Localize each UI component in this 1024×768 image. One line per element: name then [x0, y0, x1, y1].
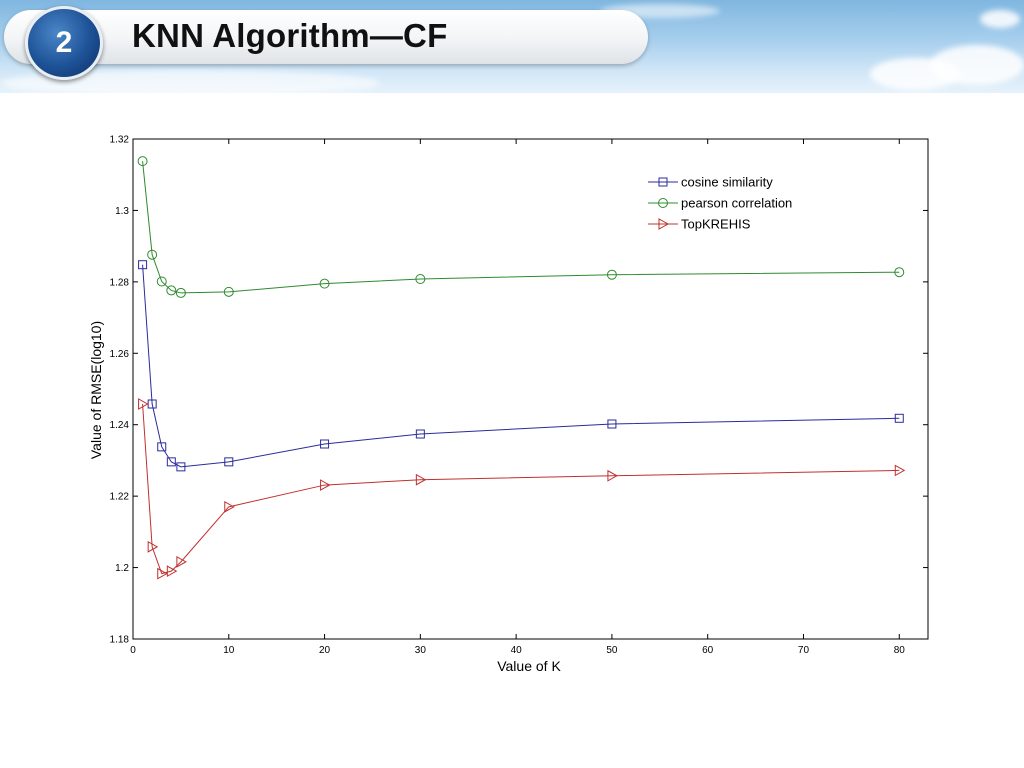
data-point-marker: [138, 260, 148, 270]
data-point-marker: [415, 473, 427, 486]
data-point-marker: [157, 442, 167, 452]
data-point-marker: [320, 479, 331, 491]
legend-marker: [658, 198, 668, 208]
data-point-marker: [320, 439, 330, 449]
x-tick-label: 80: [894, 645, 906, 656]
data-point-marker: [156, 276, 167, 287]
x-tick-label: 20: [319, 645, 331, 656]
data-point-marker: [224, 501, 235, 513]
data-point-marker: [607, 419, 617, 429]
data-point-marker: [224, 457, 234, 467]
cloud-decoration: [0, 70, 380, 93]
slide-number-badge: 2: [25, 6, 103, 80]
data-point-marker: [166, 457, 176, 467]
cloud-decoration: [980, 10, 1020, 28]
legend-marker: [658, 177, 668, 187]
x-axis-label: Value of K: [497, 658, 561, 674]
data-point-marker: [147, 541, 159, 553]
x-tick-label: 10: [223, 645, 235, 656]
data-point-marker: [894, 267, 905, 278]
data-point-marker: [607, 469, 618, 482]
data-point-marker: [157, 567, 168, 580]
series-line-1: [142, 161, 900, 294]
legend-label: cosine similarity: [681, 175, 773, 190]
series-line-2: [142, 403, 900, 575]
legend-box: [628, 168, 820, 234]
data-point-marker: [137, 156, 148, 167]
data-point-marker: [894, 413, 904, 423]
data-point-marker: [147, 249, 158, 260]
y-axis-label: Value of RMSE(log10): [88, 321, 104, 459]
x-tick-label: 70: [798, 645, 810, 656]
data-point-marker: [606, 269, 617, 280]
y-tick-label: 1.24: [110, 420, 130, 431]
data-point-marker: [415, 274, 426, 284]
data-point-marker: [175, 287, 186, 298]
y-tick-label: 1.18: [110, 635, 130, 646]
header-banner: 2 KNN Algorithm—CF: [0, 0, 1024, 93]
series-layer: [137, 156, 906, 580]
y-tick-label: 1.28: [110, 277, 130, 288]
data-point-marker: [176, 462, 186, 472]
legend-label: TopKREHIS: [681, 217, 751, 232]
y-tick-label: 1.26: [110, 349, 130, 360]
data-point-marker: [166, 565, 178, 577]
x-axis-ticks: 0 10 20 30 40 50 60 70 80: [130, 139, 905, 656]
y-tick-label: 1.2: [115, 563, 129, 574]
data-point-marker: [415, 429, 425, 439]
rmse-line-chart: 1.18 1.2 1.22 1.24 1.26 1.28 1.3 1.32 0 10 20 30 40…: [88, 135, 929, 674]
y-tick-label: 1.3: [115, 206, 129, 217]
data-point-marker: [319, 278, 330, 289]
data-point-marker: [223, 286, 234, 297]
data-point-marker: [894, 464, 906, 477]
series-line-0: [142, 264, 900, 468]
legend-label: pearson correlation: [681, 196, 792, 211]
data-point-marker: [166, 285, 177, 296]
legend: cosine similarity pearson correlation TopK…: [628, 168, 820, 234]
x-tick-label: 30: [415, 645, 427, 656]
data-point-marker: [138, 398, 149, 410]
page-title: KNN Algorithm—CF: [132, 17, 448, 54]
legend-marker: [658, 218, 670, 230]
x-tick-label: 40: [511, 645, 523, 656]
y-tick-label: 1.22: [110, 492, 130, 503]
y-axis-ticks: 1.18 1.2 1.22 1.24 1.26 1.28 1.3 1.32: [110, 135, 928, 646]
data-point-marker: [176, 556, 187, 568]
title-bar: [4, 10, 648, 64]
x-tick-label: 0: [130, 645, 136, 656]
x-tick-label: 60: [702, 645, 714, 656]
y-tick-label: 1.32: [110, 135, 130, 146]
cloud-decoration: [930, 45, 1024, 85]
x-tick-label: 50: [606, 645, 618, 656]
